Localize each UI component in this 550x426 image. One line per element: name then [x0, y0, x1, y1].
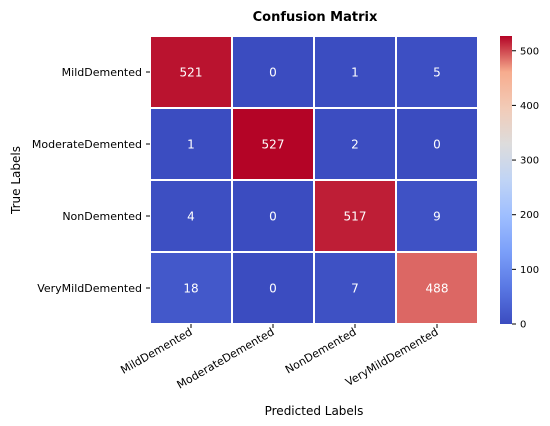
x-tick-label: VeryMildDemented [343, 325, 440, 389]
colorbar-tick-label: 0 [520, 320, 526, 331]
heatmap-cell [395, 107, 479, 181]
x-tick-label: MildDemented [118, 325, 194, 376]
cell-value-label: 527 [262, 138, 285, 152]
x-axis-label: Predicted Labels [265, 404, 364, 418]
y-axis-label: True Labels [9, 146, 23, 215]
colorbar-tick-label: 100 [520, 265, 539, 276]
cell-value-label: 517 [344, 210, 367, 224]
heatmap-cell [395, 251, 479, 325]
heatmap-cell [231, 35, 315, 109]
colorbar-gradient [500, 36, 512, 324]
cell-value-label: 0 [269, 282, 277, 296]
chart-title: Confusion Matrix [253, 10, 378, 25]
cell-value-label: 0 [269, 210, 277, 224]
cell-value-label: 1 [351, 66, 359, 80]
x-tick-label: NonDemented [283, 325, 359, 376]
heatmap-cell [395, 35, 479, 109]
cell-value-label: 18 [183, 282, 198, 296]
cell-value-label: 0 [269, 66, 277, 80]
cell-value-label: 0 [433, 138, 441, 152]
heatmap-cell [231, 251, 315, 325]
colorbar-tick-label: 500 [520, 46, 539, 57]
cell-value-label: 9 [433, 210, 441, 224]
heatmap-cells [149, 35, 479, 325]
colorbar-tick-label: 400 [520, 101, 539, 112]
heatmap-cell-labels: 521 0 1 5 1 527 2 0 4 0 517 9 18 0 7 488 [180, 66, 449, 296]
cell-value-label: 521 [180, 66, 203, 80]
heatmap-cell [395, 179, 479, 253]
heatmap-cell [231, 107, 315, 181]
cell-value-label: 1 [187, 138, 195, 152]
cell-value-label: 7 [351, 282, 359, 296]
colorbar-tick-label: 200 [520, 210, 539, 221]
colorbar: 0 100 200 300 400 500 [500, 36, 539, 331]
colorbar-ticks: 0 100 200 300 400 500 [512, 46, 539, 331]
cell-value-label: 488 [426, 282, 449, 296]
y-axis-ticks: MildDemented ModerateDemented NonDemented V… [32, 66, 150, 295]
cell-value-label: 4 [187, 210, 195, 224]
heatmap-cell [231, 179, 315, 253]
cell-value-label: 2 [351, 138, 359, 152]
cell-value-label: 5 [433, 66, 441, 80]
y-tick-label: VeryMildDemented [37, 282, 142, 295]
y-tick-label: NonDemented [62, 210, 142, 223]
colorbar-tick-label: 300 [520, 156, 539, 167]
y-tick-label: ModerateDemented [32, 138, 142, 151]
y-tick-label: MildDemented [62, 66, 142, 79]
